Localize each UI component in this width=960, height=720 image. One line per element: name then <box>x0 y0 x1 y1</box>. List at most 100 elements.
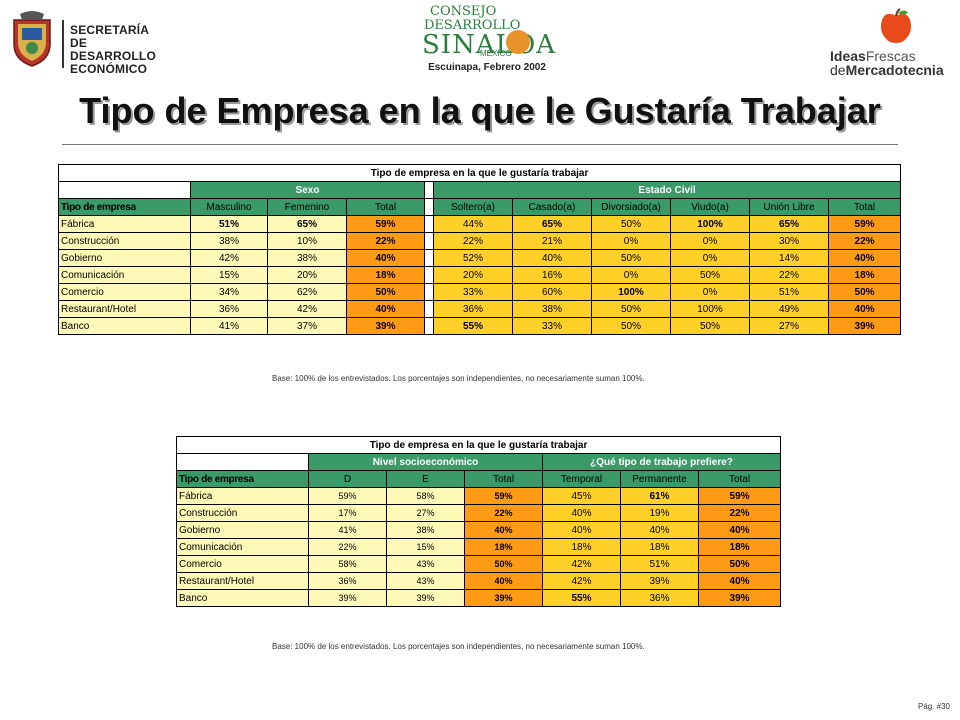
table-row: Comunicación 22% 15% 18% 18% 18% 18% <box>176 538 782 556</box>
table-cell: 45% <box>542 487 621 505</box>
title-divider <box>62 144 898 145</box>
column-header: Temporal <box>542 470 621 488</box>
table-cell: 50% <box>697 555 782 573</box>
table-cell: 14% <box>749 249 829 267</box>
table-row: Comercio 34% 62% 50% 33% 60% 100% 0% 51%… <box>58 283 902 301</box>
table-cell: 42% <box>542 572 621 590</box>
table-cell: 10% <box>267 232 347 250</box>
table-cell: 50% <box>591 249 671 267</box>
table-cell: 50% <box>346 283 425 301</box>
table-row: Banco 41% 37% 39% 55% 33% 50% 50% 27% 39… <box>58 317 902 335</box>
group-header-sexo: Sexo <box>190 181 425 199</box>
table-cell: 40% <box>346 249 425 267</box>
table-cell: 51% <box>620 555 699 573</box>
table-cell: 52% <box>433 249 513 267</box>
table-cell: 0% <box>670 232 750 250</box>
table-cell: 59% <box>697 487 782 505</box>
table-cell: 50% <box>670 317 750 335</box>
table-cell: 39% <box>308 589 387 607</box>
table-cell: 40% <box>827 249 902 267</box>
column-header: Masculino <box>190 198 268 216</box>
secretaria-logo: SECRETARÍA DE DESARROLLO ECONÓMICO <box>8 6 156 76</box>
ideas-frescas-logo: IdeasFrescas deMercadotecnia <box>826 4 960 78</box>
table-cell: 50% <box>464 555 543 573</box>
group-header-trabajo: ¿Qué tipo de trabajo prefiere? <box>541 453 782 471</box>
table-cell: 20% <box>433 266 513 284</box>
table-cell: 59% <box>827 215 902 233</box>
column-header: Total <box>827 198 902 216</box>
table-cell: 15% <box>386 538 465 556</box>
table-cell: 38% <box>386 521 465 539</box>
table-cell: 58% <box>386 487 465 505</box>
table-cell: 39% <box>620 572 699 590</box>
table-cell: 21% <box>512 232 592 250</box>
table-cell: 40% <box>620 521 699 539</box>
row-label: Construcción <box>58 232 191 250</box>
table-cell: 55% <box>433 317 513 335</box>
table2-header-row: Tipo de empresa D E Total Temporal Perma… <box>176 470 782 488</box>
table-cell: 30% <box>749 232 829 250</box>
column-header: Viudo(a) <box>670 198 750 216</box>
row-label: Gobierno <box>58 249 191 267</box>
table-cell: 49% <box>749 300 829 318</box>
table-cell: 22% <box>308 538 387 556</box>
table-cell: 18% <box>542 538 621 556</box>
table-cell: 62% <box>267 283 347 301</box>
consejo-desarrollo-logo: CONSEJO DESARROLLO SINALOA MEXICO <box>422 4 556 60</box>
table-cell: 42% <box>267 300 347 318</box>
table-cell: 22% <box>749 266 829 284</box>
table-cell: 51% <box>190 215 268 233</box>
table-cell: 40% <box>697 521 782 539</box>
row-label: Comercio <box>58 283 191 301</box>
table-cell: 50% <box>591 317 671 335</box>
table-cell: 50% <box>591 300 671 318</box>
table-cell: 50% <box>591 215 671 233</box>
table-cell: 22% <box>827 232 902 250</box>
table-cell: 43% <box>386 572 465 590</box>
sun-icon <box>506 30 530 54</box>
column-header: Divorsiado(a) <box>591 198 671 216</box>
table-row: Gobierno 42% 38% 40% 52% 40% 50% 0% 14% … <box>58 249 902 267</box>
table2-body: Tipo de empresa en la que le gustaría tr… <box>175 436 782 607</box>
table-cell: 51% <box>749 283 829 301</box>
table-sexo-estado-civil: Tipo de empresa en la que le gustaría tr… <box>57 164 902 335</box>
row-label: Comunicación <box>176 538 309 556</box>
table-cell: 34% <box>190 283 268 301</box>
table-cell: 40% <box>697 572 782 590</box>
table-cell: 41% <box>308 521 387 539</box>
table-cell: 39% <box>386 589 465 607</box>
table-row: Banco 39% 39% 39% 55% 36% 39% <box>176 589 782 607</box>
table2-title: Tipo de empresa en la que le gustaría tr… <box>175 436 782 454</box>
column-header: Unión Libre <box>749 198 829 216</box>
table-cell: 36% <box>620 589 699 607</box>
table-cell: 40% <box>346 300 425 318</box>
state-shield-icon <box>13 11 51 67</box>
table-cell: 27% <box>749 317 829 335</box>
page-number: Pág. #30 <box>917 702 950 711</box>
table-row: Comunicación 15% 20% 18% 20% 16% 0% 50% … <box>58 266 902 284</box>
secretaria-text: SECRETARÍA DE DESARROLLO ECONÓMICO <box>70 23 156 76</box>
table-cell: 18% <box>697 538 782 556</box>
table-cell: 36% <box>308 572 387 590</box>
table-cell: 22% <box>464 504 543 522</box>
column-header: Permanente <box>620 470 699 488</box>
table-cell: 40% <box>542 504 621 522</box>
table-cell: 18% <box>464 538 543 556</box>
table2-base-note: Base: 100% de los entrevistados. Los por… <box>272 642 645 651</box>
table-cell: 22% <box>697 504 782 522</box>
table-nivel-trabajo: Tipo de empresa en la que le gustaría tr… <box>175 436 782 607</box>
table-cell: 39% <box>346 317 425 335</box>
table-cell: 40% <box>464 521 543 539</box>
table-cell: 59% <box>464 487 543 505</box>
row-label: Restaurant/Hotel <box>58 300 191 318</box>
row-label: Gobierno <box>176 521 309 539</box>
table-cell: 18% <box>827 266 902 284</box>
table-cell: 20% <box>267 266 347 284</box>
column-header: Soltero(a) <box>433 198 513 216</box>
table-cell: 59% <box>346 215 425 233</box>
group-header-estado-civil: Estado Civil <box>432 181 902 199</box>
table-cell: 38% <box>190 232 268 250</box>
table-cell: 100% <box>670 215 750 233</box>
table-cell: 38% <box>267 249 347 267</box>
table-cell: 27% <box>386 504 465 522</box>
